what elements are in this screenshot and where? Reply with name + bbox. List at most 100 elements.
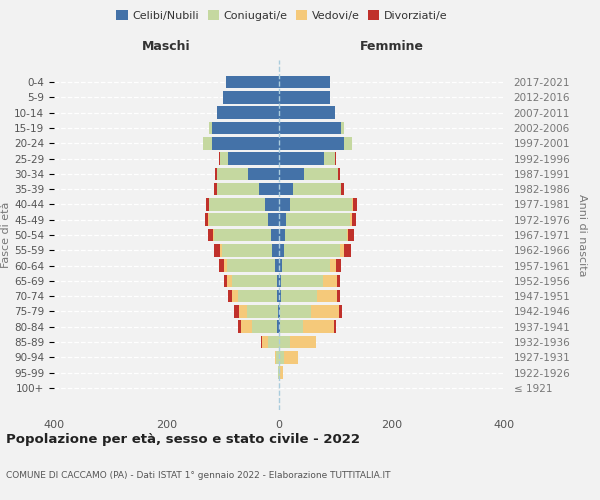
Bar bbox=[293, 183, 341, 196]
Bar bbox=[209, 198, 265, 210]
Text: COMUNE DI CACCAMO (PA) - Dati ISTAT 1° gennaio 2022 - Elaborazione TUTTITALIA.IT: COMUNE DI CACCAMO (PA) - Dati ISTAT 1° g… bbox=[6, 470, 391, 480]
Bar bbox=[279, 152, 324, 165]
Bar bbox=[279, 336, 290, 348]
Bar bbox=[337, 274, 340, 287]
Bar bbox=[282, 260, 329, 272]
Bar bbox=[284, 351, 298, 364]
Bar bbox=[324, 152, 335, 165]
Bar bbox=[337, 290, 340, 302]
Bar bbox=[279, 305, 280, 318]
Y-axis label: Fasce di età: Fasce di età bbox=[1, 202, 11, 268]
Bar bbox=[205, 214, 208, 226]
Bar bbox=[259, 183, 279, 196]
Bar bbox=[279, 274, 281, 287]
Bar bbox=[337, 260, 341, 272]
Bar bbox=[234, 305, 239, 318]
Bar bbox=[353, 198, 357, 210]
Bar bbox=[248, 168, 279, 180]
Bar bbox=[224, 274, 227, 287]
Bar bbox=[279, 183, 293, 196]
Bar bbox=[232, 290, 238, 302]
Text: Popolazione per età, sesso e stato civile - 2022: Popolazione per età, sesso e stato civil… bbox=[6, 432, 360, 446]
Bar bbox=[241, 320, 252, 333]
Bar bbox=[281, 290, 317, 302]
Bar bbox=[302, 320, 334, 333]
Bar bbox=[214, 183, 217, 196]
Bar bbox=[226, 76, 279, 88]
Bar bbox=[277, 290, 279, 302]
Bar bbox=[227, 274, 232, 287]
Bar bbox=[275, 260, 279, 272]
Y-axis label: Anni di nascita: Anni di nascita bbox=[577, 194, 587, 276]
Bar bbox=[350, 214, 352, 226]
Bar bbox=[304, 168, 338, 180]
Text: Femmine: Femmine bbox=[359, 40, 424, 53]
Bar bbox=[262, 336, 268, 348]
Bar bbox=[284, 244, 340, 256]
Bar bbox=[238, 290, 277, 302]
Bar bbox=[213, 228, 214, 241]
Legend: Celibi/Nubili, Coniugati/e, Vedovi/e, Divorziati/e: Celibi/Nubili, Coniugati/e, Vedovi/e, Di… bbox=[112, 6, 452, 25]
Bar bbox=[220, 244, 221, 256]
Bar bbox=[339, 305, 342, 318]
Bar bbox=[268, 336, 279, 348]
Bar bbox=[279, 366, 280, 379]
Bar bbox=[280, 320, 302, 333]
Text: Maschi: Maschi bbox=[142, 40, 191, 53]
Bar bbox=[275, 351, 276, 364]
Bar bbox=[212, 137, 279, 149]
Bar bbox=[220, 152, 229, 165]
Bar bbox=[276, 351, 279, 364]
Bar bbox=[228, 290, 232, 302]
Bar bbox=[280, 305, 311, 318]
Bar bbox=[224, 260, 227, 272]
Bar bbox=[290, 336, 316, 348]
Bar bbox=[223, 91, 279, 104]
Bar bbox=[317, 290, 337, 302]
Bar bbox=[344, 244, 351, 256]
Bar bbox=[334, 320, 337, 333]
Bar bbox=[347, 228, 348, 241]
Bar bbox=[311, 305, 339, 318]
Bar bbox=[209, 214, 268, 226]
Bar bbox=[279, 214, 286, 226]
Bar bbox=[217, 168, 248, 180]
Bar bbox=[341, 122, 344, 134]
Bar bbox=[335, 152, 337, 165]
Bar bbox=[217, 106, 279, 119]
Bar bbox=[279, 320, 280, 333]
Bar bbox=[279, 290, 281, 302]
Bar bbox=[278, 305, 279, 318]
Bar bbox=[279, 168, 304, 180]
Bar bbox=[268, 214, 279, 226]
Bar bbox=[238, 320, 241, 333]
Bar bbox=[219, 152, 220, 165]
Bar bbox=[272, 244, 279, 256]
Bar bbox=[281, 274, 323, 287]
Bar bbox=[209, 122, 212, 134]
Bar bbox=[279, 198, 290, 210]
Bar bbox=[341, 183, 344, 196]
Bar bbox=[277, 320, 279, 333]
Bar bbox=[232, 274, 277, 287]
Bar bbox=[239, 305, 247, 318]
Bar bbox=[279, 228, 284, 241]
Bar bbox=[206, 198, 209, 210]
Bar bbox=[352, 214, 356, 226]
Bar bbox=[208, 228, 213, 241]
Bar bbox=[279, 122, 341, 134]
Bar bbox=[271, 228, 279, 241]
Bar bbox=[277, 274, 279, 287]
Bar bbox=[203, 137, 212, 149]
Bar bbox=[279, 91, 329, 104]
Bar bbox=[265, 198, 279, 210]
Bar bbox=[280, 366, 283, 379]
Bar bbox=[252, 320, 277, 333]
Bar bbox=[329, 260, 337, 272]
Bar bbox=[247, 305, 278, 318]
Bar bbox=[214, 228, 271, 241]
Bar bbox=[212, 122, 279, 134]
Bar bbox=[284, 228, 347, 241]
Bar bbox=[340, 244, 344, 256]
Bar bbox=[338, 168, 340, 180]
